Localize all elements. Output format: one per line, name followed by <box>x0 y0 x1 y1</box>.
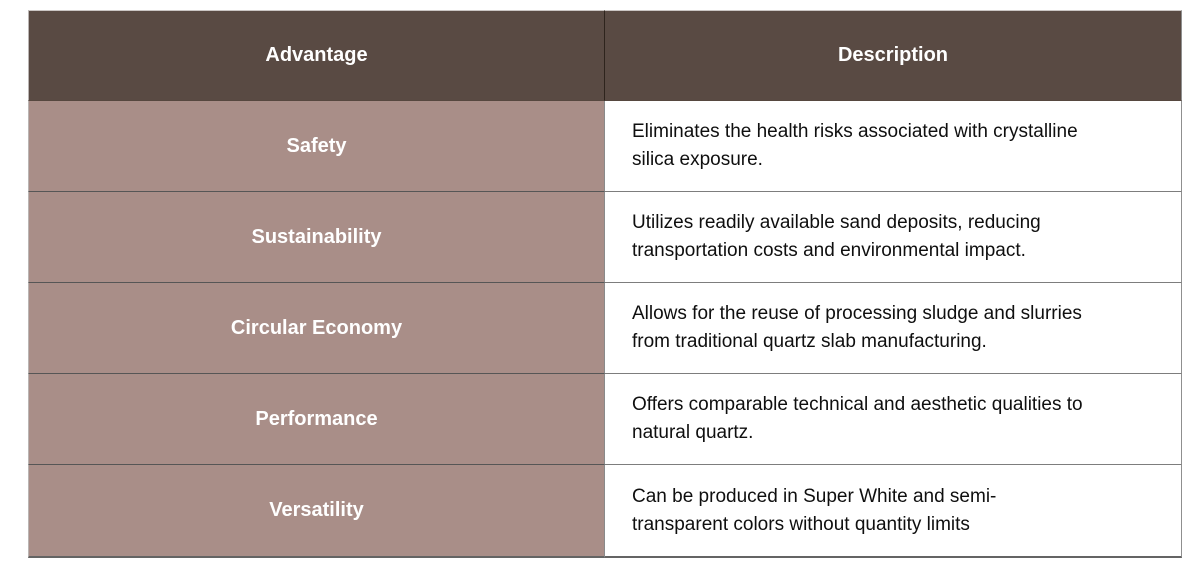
description-text: Utilizes readily available sand deposits… <box>632 212 1041 262</box>
description-text: Eliminates the health risks associated w… <box>632 121 1078 171</box>
description-text: Offers comparable technical and aestheti… <box>632 394 1083 444</box>
description-cell: Allows for the reuse of processing sludg… <box>605 283 1182 375</box>
table-row: Versatility Can be produced in Super Whi… <box>28 465 1182 558</box>
description-text: Allows for the reuse of processing sludg… <box>632 303 1082 353</box>
description-cell: Eliminates the health risks associated w… <box>605 101 1182 193</box>
advantage-cell: Circular Economy <box>28 283 605 375</box>
advantage-cell: Performance <box>28 374 605 466</box>
table-row: Performance Offers comparable technical … <box>28 374 1182 466</box>
description-cell: Utilizes readily available sand deposits… <box>605 192 1182 284</box>
table-row: Circular Economy Allows for the reuse of… <box>28 283 1182 375</box>
advantages-table: Advantage Description Safety Eliminates … <box>28 10 1182 558</box>
advantage-cell: Sustainability <box>28 192 605 284</box>
advantage-cell: Safety <box>28 101 605 193</box>
description-text: Can be produced in Super White and semi-… <box>632 485 997 535</box>
table-row: Safety Eliminates the health risks assoc… <box>28 101 1182 193</box>
description-cell: Can be produced in Super White and semi-… <box>605 465 1182 558</box>
table-row: Sustainability Utilizes readily availabl… <box>28 192 1182 284</box>
header-cell-description: Description <box>605 10 1182 101</box>
description-cell: Offers comparable technical and aestheti… <box>605 374 1182 466</box>
header-cell-advantage: Advantage <box>28 10 605 101</box>
advantage-cell: Versatility <box>28 465 605 558</box>
table-header-row: Advantage Description <box>28 10 1182 101</box>
